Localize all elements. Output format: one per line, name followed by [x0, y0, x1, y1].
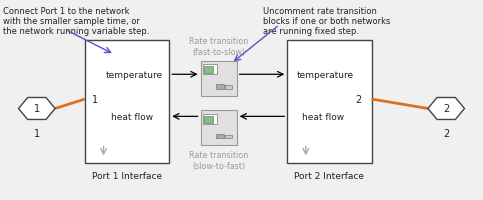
- Bar: [216, 134, 225, 139]
- Bar: [200, 111, 237, 146]
- Text: Connect Port 1 to the network
with the smaller sample time, or
the network runni: Connect Port 1 to the network with the s…: [3, 7, 149, 36]
- Bar: [200, 61, 237, 96]
- Text: 1: 1: [92, 95, 98, 104]
- Text: Rate transition
(fast-to-slow): Rate transition (fast-to-slow): [189, 37, 248, 56]
- Bar: [225, 86, 232, 89]
- Text: 2: 2: [355, 95, 361, 104]
- Text: heat flow: heat flow: [111, 112, 153, 121]
- Text: Port 2 Interface: Port 2 Interface: [295, 172, 364, 180]
- Text: 1: 1: [34, 129, 40, 139]
- Bar: [287, 40, 371, 164]
- Text: heat flow: heat flow: [302, 112, 344, 121]
- Text: Port 1 Interface: Port 1 Interface: [92, 172, 162, 180]
- Bar: [203, 65, 217, 74]
- Bar: [225, 135, 232, 139]
- Bar: [204, 117, 213, 123]
- Bar: [203, 114, 217, 124]
- Text: temperature: temperature: [105, 70, 162, 79]
- Text: 2: 2: [443, 129, 449, 139]
- Bar: [216, 85, 225, 89]
- Text: temperature: temperature: [297, 70, 354, 79]
- Text: 1: 1: [34, 104, 40, 114]
- Text: Uncomment rate transition
blocks if one or both networks
are running fixed step.: Uncomment rate transition blocks if one …: [263, 7, 391, 36]
- Text: 2: 2: [443, 104, 449, 114]
- Polygon shape: [428, 98, 465, 120]
- Polygon shape: [18, 98, 55, 120]
- Text: Rate transition
(slow-to-fast): Rate transition (slow-to-fast): [189, 151, 248, 170]
- Bar: [204, 67, 213, 74]
- Bar: [85, 40, 169, 164]
